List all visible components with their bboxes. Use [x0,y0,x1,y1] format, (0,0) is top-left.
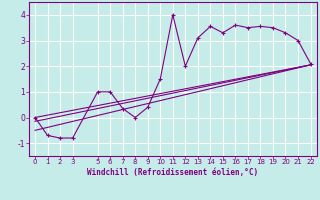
X-axis label: Windchill (Refroidissement éolien,°C): Windchill (Refroidissement éolien,°C) [87,168,258,177]
